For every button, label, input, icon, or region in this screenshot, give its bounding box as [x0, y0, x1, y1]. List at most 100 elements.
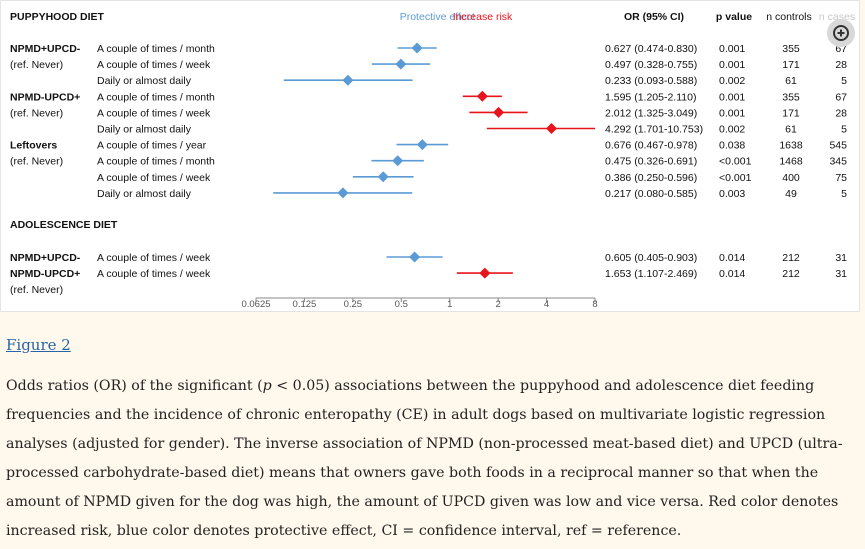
row-n-controls: 171: [782, 59, 800, 71]
or-marker: [395, 58, 407, 70]
row-n-cases: 31: [835, 252, 847, 264]
row-n-controls: 61: [785, 75, 797, 87]
or-marker: [392, 155, 404, 167]
x-tick-label: 0.125: [293, 299, 317, 310]
row-or-ci: 0.627 (0.474-0.830): [605, 43, 697, 55]
row-n-cases: 31: [835, 268, 847, 280]
x-tick-label: 0.5: [395, 299, 408, 310]
row-frequency-label: A couple of times / month: [97, 91, 215, 103]
caption-p-symbol: p: [262, 378, 272, 394]
row-group-label: Leftovers: [10, 140, 57, 152]
row-n-cases: 5: [841, 75, 847, 87]
row-n-controls: 355: [782, 91, 800, 103]
row-p-value: 0.001: [719, 43, 745, 55]
row-n-cases: 5: [841, 188, 847, 200]
row-or-ci: 0.217 (0.080-0.585): [605, 188, 697, 200]
section-title: ADOLESCENCE DIET: [10, 219, 118, 231]
row-ref-label: (ref. Never): [10, 107, 63, 119]
row-n-cases: 67: [835, 91, 847, 103]
or-marker: [545, 123, 557, 134]
caption-part2: < 0.05) associations between the puppyho…: [6, 378, 843, 539]
or-marker: [409, 251, 421, 263]
row-frequency-label: Daily or almost daily: [97, 188, 192, 200]
x-tick-label: 2: [495, 299, 500, 310]
column-header-or: OR (95% CI): [624, 11, 684, 23]
row-or-ci: 0.497 (0.328-0.755): [605, 59, 697, 71]
row-p-value: <0.001: [719, 172, 752, 184]
row-n-cases: 28: [835, 59, 847, 71]
or-marker: [416, 139, 428, 151]
row-frequency-label: A couple of times / week: [97, 268, 211, 280]
row-group-label: NPMD+UPCD-: [10, 252, 81, 264]
row-p-value: 0.014: [719, 268, 745, 280]
row-p-value: 0.002: [719, 124, 745, 136]
row-or-ci: 2.012 (1.325-3.049): [605, 107, 697, 119]
row-n-cases: 75: [835, 172, 847, 184]
magnify-plus-icon: [833, 25, 849, 41]
row-frequency-label: Daily or almost daily: [97, 75, 192, 87]
row-group-label: NPMD-UPCD+: [10, 268, 80, 280]
row-or-ci: 0.676 (0.467-0.978): [605, 140, 697, 152]
figure-caption: Odds ratios (OR) of the significant (p <…: [6, 372, 858, 546]
x-tick-label: 8: [592, 299, 597, 310]
row-n-controls: 212: [782, 252, 800, 264]
row-n-cases: 67: [835, 43, 847, 55]
row-n-controls: 1468: [779, 156, 803, 168]
legend-protective: Protective effect: [400, 11, 475, 23]
row-n-cases: 345: [829, 156, 847, 168]
row-p-value: 0.001: [719, 91, 745, 103]
row-n-controls: 212: [782, 268, 800, 280]
row-frequency-label: A couple of times / week: [97, 59, 211, 71]
row-n-cases: 545: [829, 140, 847, 152]
row-frequency-label: A couple of times / week: [97, 172, 211, 184]
row-group-label: NPMD-UPCD+: [10, 91, 80, 103]
row-n-cases: 5: [841, 124, 847, 136]
or-marker: [342, 74, 354, 86]
or-marker: [493, 106, 505, 118]
row-or-ci: 1.653 (1.107-2.469): [605, 268, 697, 280]
row-n-controls: 400: [782, 172, 800, 184]
row-frequency-label: A couple of times / month: [97, 156, 215, 168]
row-or-ci: 4.292 (1.701-10.753): [605, 124, 703, 136]
row-or-ci: 0.475 (0.326-0.691): [605, 156, 697, 168]
or-marker: [377, 171, 389, 183]
row-n-cases: 28: [835, 107, 847, 119]
or-marker: [337, 187, 349, 199]
x-tick-label: 1: [447, 299, 452, 310]
row-p-value: 0.038: [719, 140, 745, 152]
row-ref-label: (ref. Never): [10, 59, 63, 71]
row-or-ci: 1.595 (1.205-2.110): [605, 91, 696, 103]
row-p-value: 0.014: [719, 252, 745, 264]
or-marker: [476, 90, 488, 102]
figure-link[interactable]: Figure 2: [6, 336, 71, 354]
x-tick-label: 0.25: [344, 299, 363, 310]
row-n-controls: 1638: [779, 140, 803, 152]
x-tick-label: 0.0625: [241, 299, 270, 310]
row-n-controls: 49: [785, 188, 797, 200]
row-frequency-label: A couple of times / week: [97, 107, 211, 119]
row-p-value: 0.002: [719, 75, 745, 87]
zoom-button[interactable]: [827, 19, 855, 47]
row-frequency-label: A couple of times / month: [97, 43, 215, 55]
row-or-ci: 0.605 (0.405-0.903): [605, 252, 697, 264]
row-p-value: 0.003: [719, 188, 745, 200]
row-p-value: <0.001: [719, 156, 752, 168]
row-or-ci: 0.233 (0.093-0.588): [605, 75, 697, 87]
row-ref-label: (ref. Never): [10, 156, 63, 168]
row-n-controls: 355: [782, 43, 800, 55]
section-title: PUPPYHOOD DIET: [10, 11, 105, 23]
caption-part1: Odds ratios (OR) of the significant (: [6, 378, 263, 394]
or-marker: [479, 267, 491, 279]
or-marker: [411, 42, 423, 54]
column-header-controls: n controls: [766, 11, 812, 23]
legend-increase: Increase risk: [453, 11, 513, 23]
row-p-value: 0.001: [719, 59, 745, 71]
row-frequency-label: Daily or almost daily: [97, 124, 192, 136]
figure-panel: Protective effect Increase risk OR (95% CI…: [0, 0, 860, 312]
row-frequency-label: A couple of times / year: [97, 140, 207, 152]
row-n-controls: 61: [785, 124, 797, 136]
column-header-p: p value: [716, 11, 752, 23]
row-group-label: NPMD+UPCD-: [10, 43, 81, 55]
row-frequency-label: A couple of times / week: [97, 252, 211, 264]
